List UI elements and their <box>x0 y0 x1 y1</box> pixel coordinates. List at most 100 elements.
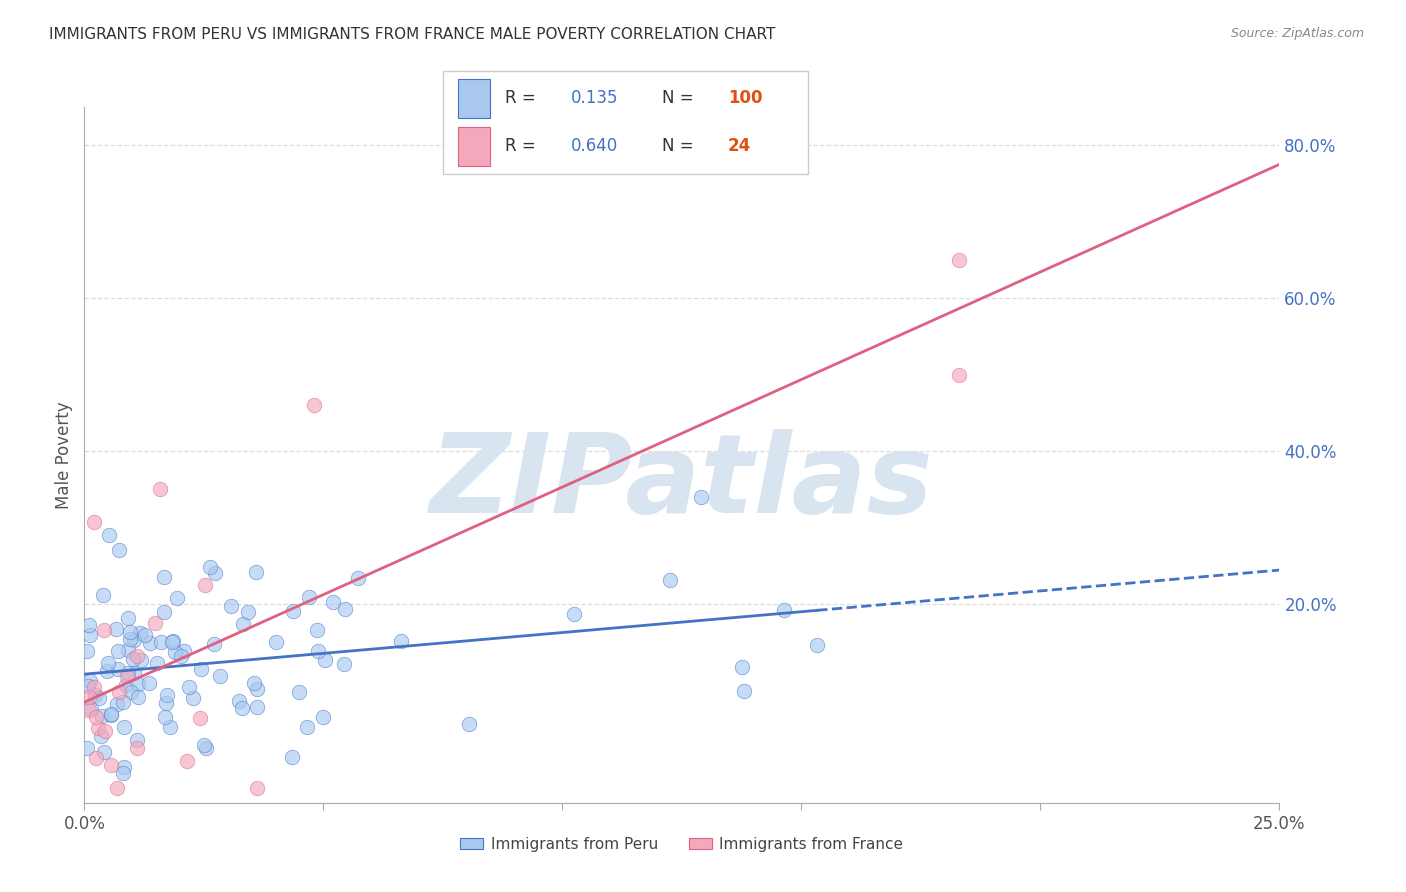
Point <box>297 720 319 734</box>
Point <box>83 681 105 695</box>
Point <box>112 760 135 774</box>
Point <box>128 626 150 640</box>
Point <box>122 666 145 681</box>
Point <box>97 528 120 542</box>
Point <box>311 710 333 724</box>
Point <box>76 740 98 755</box>
Point <box>117 666 139 681</box>
Point <box>112 720 135 734</box>
Point <box>307 643 329 657</box>
Point <box>307 623 329 637</box>
Text: 0.640: 0.640 <box>571 137 619 155</box>
Point <box>125 740 148 755</box>
Point <box>333 657 356 672</box>
Point <box>150 635 173 649</box>
FancyBboxPatch shape <box>443 71 808 174</box>
Point <box>152 570 174 584</box>
Text: Source: ZipAtlas.com: Source: ZipAtlas.com <box>1230 27 1364 40</box>
Point <box>107 543 129 558</box>
Point <box>120 625 142 640</box>
Point <box>231 700 253 714</box>
Point <box>127 690 149 704</box>
Bar <box>457 78 491 118</box>
Point <box>457 717 479 731</box>
Point <box>138 676 160 690</box>
Point <box>111 695 134 709</box>
Point <box>181 690 204 705</box>
Point <box>117 642 139 657</box>
Point <box>170 648 193 663</box>
Point <box>79 674 101 689</box>
Point <box>733 684 755 698</box>
Point <box>238 605 260 619</box>
Point <box>105 698 128 712</box>
Point <box>117 611 139 625</box>
Text: IMMIGRANTS FROM PERU VS IMMIGRANTS FROM FRANCE MALE POVERTY CORRELATION CHART: IMMIGRANTS FROM PERU VS IMMIGRANTS FROM … <box>49 27 776 42</box>
Point <box>93 745 115 759</box>
Text: N =: N = <box>662 137 693 155</box>
Point <box>83 515 105 529</box>
Point <box>77 690 100 705</box>
Point <box>281 750 304 764</box>
Point <box>689 490 711 504</box>
Point <box>131 653 153 667</box>
Point <box>202 637 225 651</box>
Point <box>314 653 336 667</box>
Point <box>104 622 127 636</box>
Point <box>194 741 217 756</box>
Point <box>204 566 226 580</box>
Point <box>160 635 183 649</box>
Text: 0.135: 0.135 <box>571 89 619 107</box>
Point <box>87 722 110 736</box>
Text: 24: 24 <box>728 137 751 155</box>
Point <box>127 732 149 747</box>
Y-axis label: Male Poverty: Male Poverty <box>55 401 73 508</box>
Text: ZIPatlas: ZIPatlas <box>430 429 934 536</box>
Point <box>243 676 266 690</box>
Text: 100: 100 <box>728 89 762 107</box>
Point <box>108 684 131 698</box>
Point <box>134 628 156 642</box>
Point <box>79 628 101 642</box>
Point <box>245 566 267 580</box>
Point <box>87 691 110 706</box>
Point <box>208 668 231 682</box>
Text: R =: R = <box>505 137 536 155</box>
Point <box>232 616 254 631</box>
Point <box>149 483 172 497</box>
Point <box>948 252 970 267</box>
Point <box>155 697 177 711</box>
Point <box>91 588 114 602</box>
Point <box>288 685 311 699</box>
Point <box>118 632 141 647</box>
Point <box>221 599 243 613</box>
Point <box>77 618 100 632</box>
Point <box>731 660 754 674</box>
Point <box>84 750 107 764</box>
Point <box>77 679 100 693</box>
Text: N =: N = <box>662 89 693 107</box>
Point <box>173 644 195 658</box>
Point <box>139 635 162 649</box>
Point <box>266 635 288 649</box>
Text: R =: R = <box>505 89 536 107</box>
Point <box>198 560 221 574</box>
Point <box>90 729 112 743</box>
Point <box>162 634 184 648</box>
Point <box>122 632 145 647</box>
Point <box>111 766 134 780</box>
Point <box>152 605 174 619</box>
Point <box>773 603 796 617</box>
Point <box>100 758 122 772</box>
Point <box>153 710 176 724</box>
Point <box>298 591 321 605</box>
Point <box>100 708 122 723</box>
Point <box>107 643 129 657</box>
Point <box>145 657 167 671</box>
Point <box>100 706 122 721</box>
Point <box>156 688 179 702</box>
Point <box>806 638 828 652</box>
Point <box>90 709 112 723</box>
Point <box>77 703 100 717</box>
Point <box>121 652 143 666</box>
